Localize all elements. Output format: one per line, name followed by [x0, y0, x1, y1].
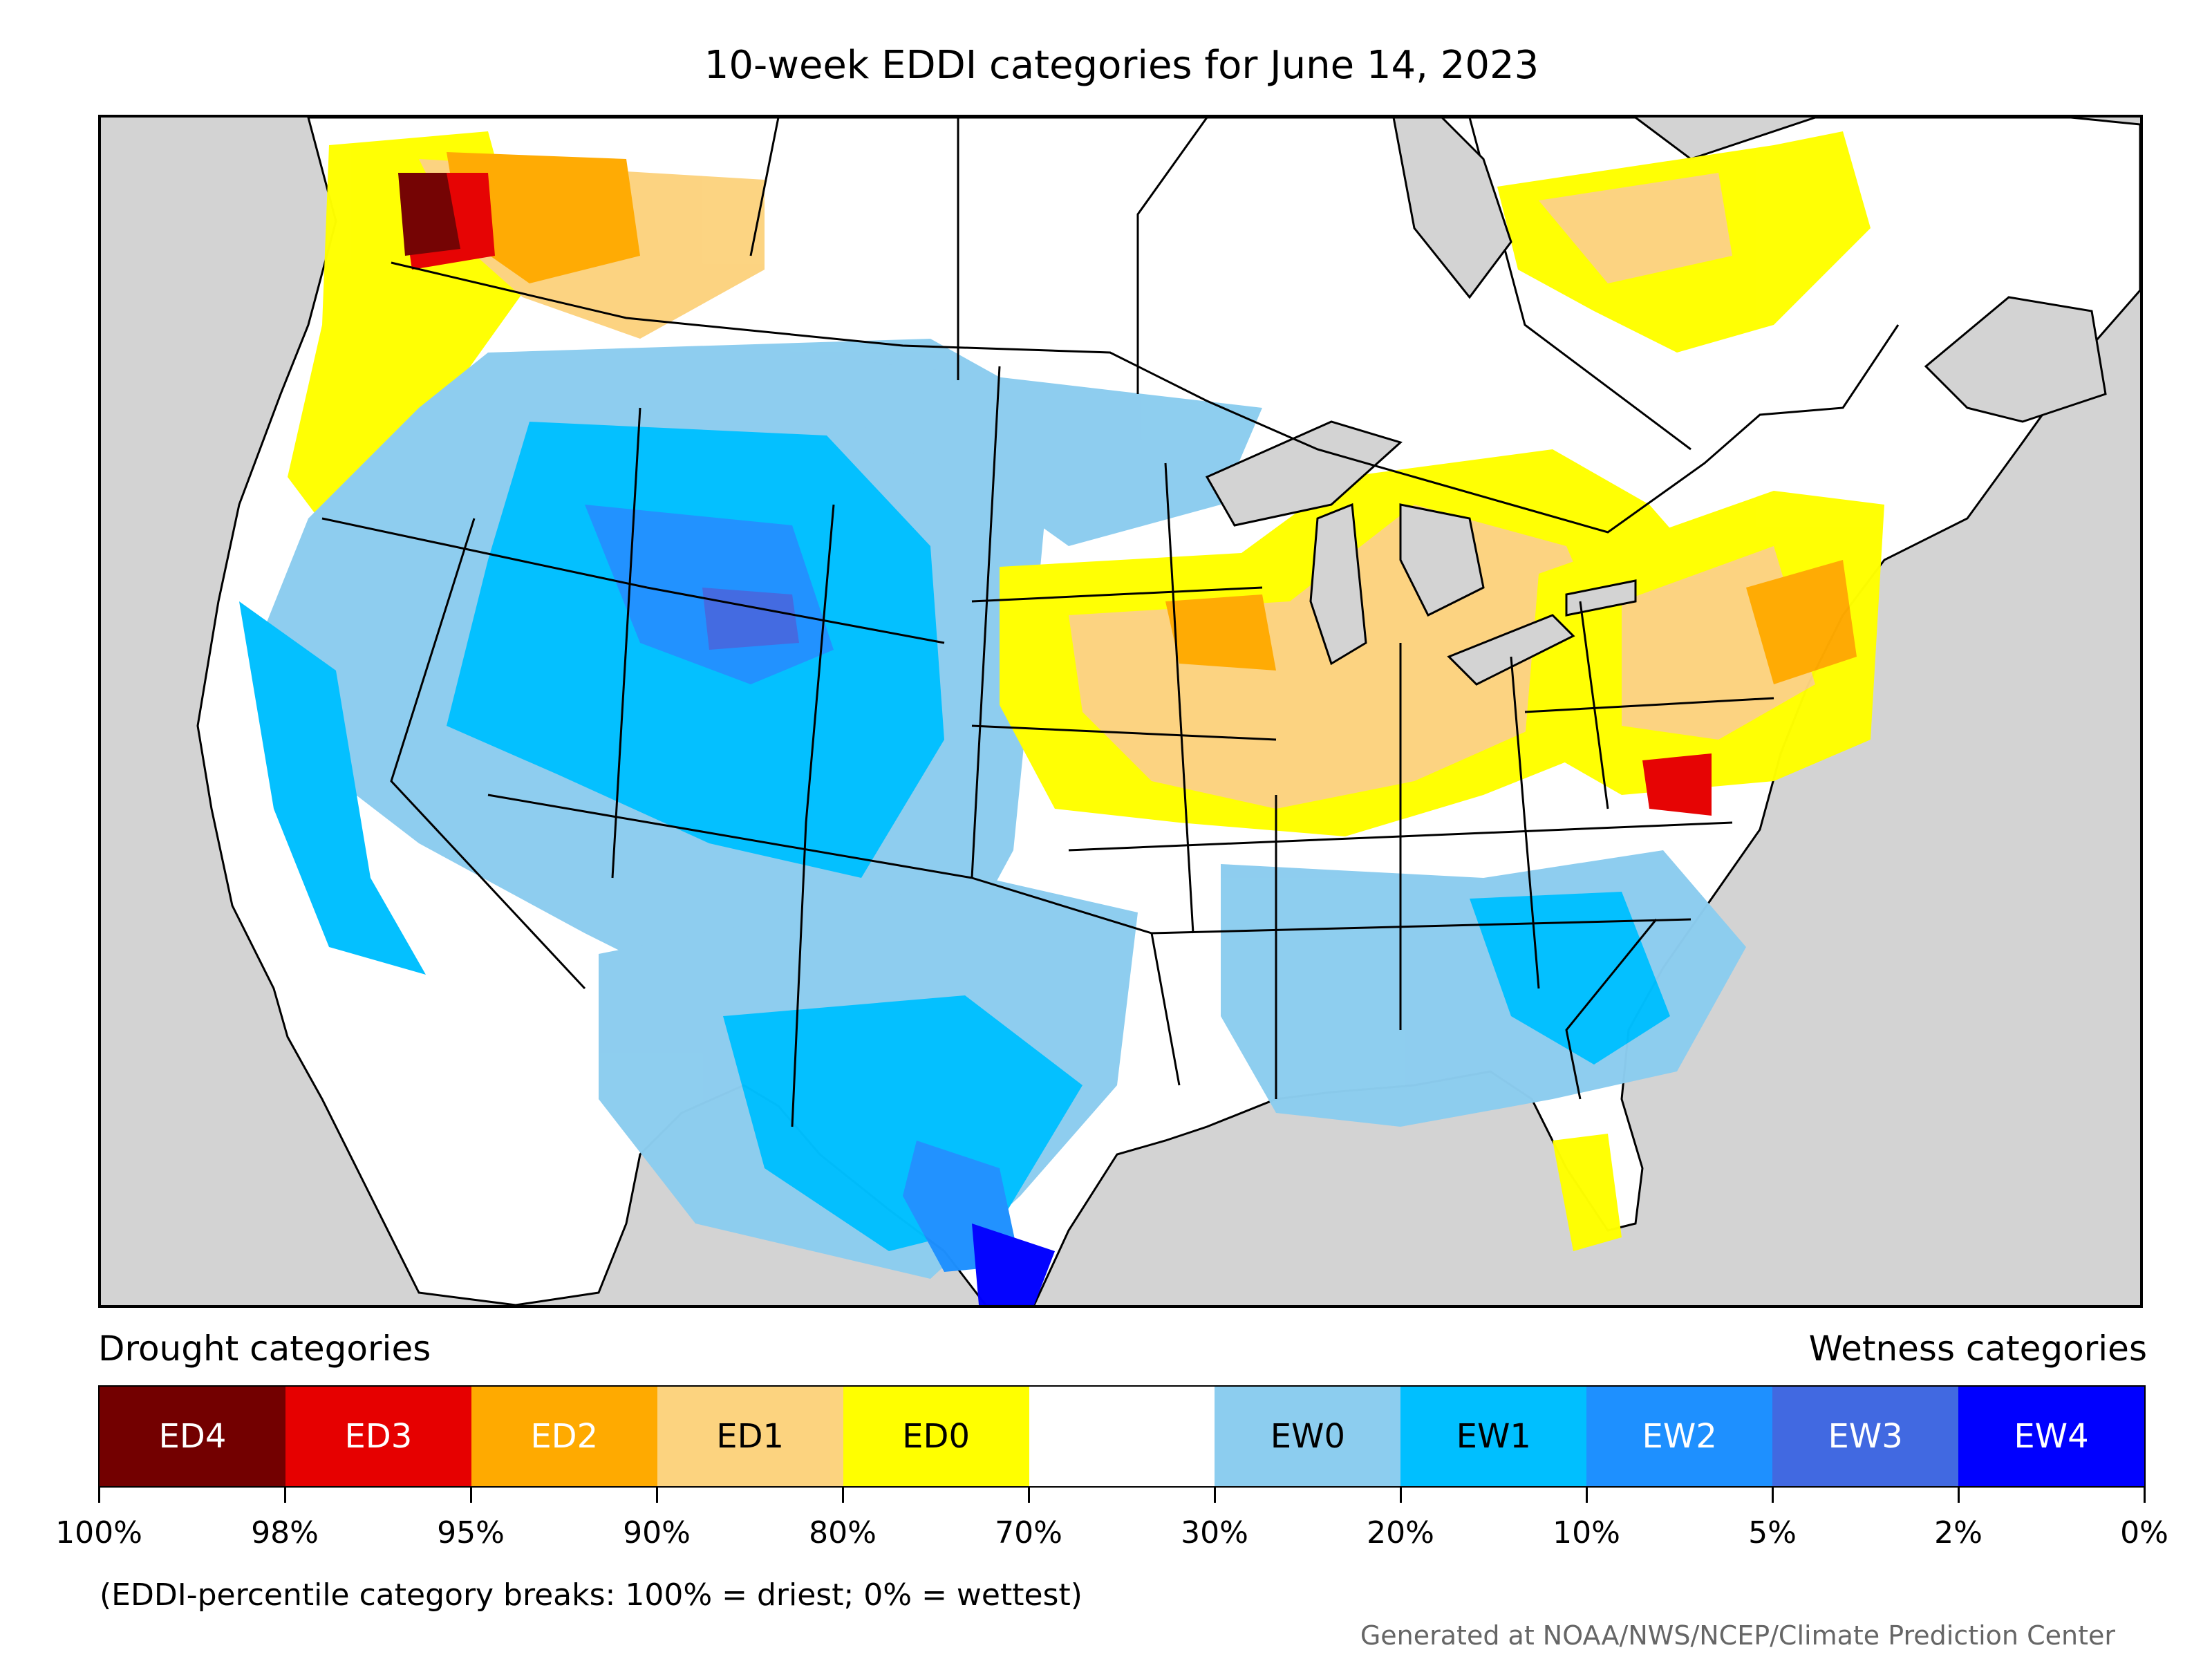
ed2-northeast [1746, 560, 1857, 684]
colorbar-tick [2144, 1486, 2146, 1503]
map-title: 10-week EDDI categories for June 14, 202… [704, 43, 1539, 88]
cat-ew4-label: EW4 [2014, 1417, 2089, 1456]
lake-huron [1399, 503, 1485, 617]
colorbar-tick [1028, 1486, 1030, 1503]
ew1-southeast [1470, 892, 1670, 1065]
cat-ed1-label: ED1 [716, 1417, 785, 1456]
tick-label: 2% [1934, 1515, 1983, 1550]
tick-label: 90% [623, 1515, 691, 1550]
cat-ew2-label: EW2 [1642, 1417, 1717, 1456]
hudson-bay-inlet [1392, 118, 1512, 299]
eddi-map [101, 118, 2140, 1305]
ed3-virginia [1642, 753, 1712, 816]
colorbar-tick [98, 1486, 100, 1503]
wetness-heading: Wetness categories [1808, 1329, 2147, 1369]
colorbar-tick [1586, 1486, 1588, 1503]
colorbar-ticks [98, 1486, 2146, 1507]
colorbar-tick [1400, 1486, 1402, 1503]
cat-normal [1029, 1387, 1215, 1486]
lake-michigan [1309, 503, 1367, 666]
cat-ed2: ED2 [471, 1387, 657, 1486]
tick-label: 98% [251, 1515, 319, 1550]
cat-ed3: ED3 [285, 1387, 471, 1486]
tick-label: 10% [1553, 1515, 1620, 1550]
cat-ew3-label: EW3 [1828, 1417, 1903, 1456]
cat-ew4: EW4 [1958, 1387, 2144, 1486]
map-frame [98, 115, 2143, 1308]
ew1-california [239, 601, 426, 975]
cat-ed4: ED4 [100, 1387, 285, 1486]
us-canada-border [391, 261, 1900, 534]
category-note: (EDDI-percentile category breaks: 100% =… [100, 1577, 1082, 1613]
great-lakes [1205, 420, 1637, 686]
ed0-florida [1553, 1134, 1622, 1251]
gulf-of-st-lawrence [1924, 296, 2107, 423]
tick-label: 0% [2120, 1515, 2168, 1550]
lake-ontario [1565, 579, 1637, 617]
lake-erie [1447, 614, 1575, 686]
cat-ed4-label: ED4 [158, 1417, 227, 1456]
ed4-pnw [398, 173, 460, 256]
cat-ew0-label: EW0 [1270, 1417, 1346, 1456]
ew4-texas [972, 1224, 1055, 1305]
colorbar-tick [284, 1486, 286, 1503]
ew3-wyoming [702, 588, 799, 650]
ed2-iowa [1165, 594, 1276, 671]
ed2-pnw [447, 152, 640, 283]
colorbar-tick [1958, 1486, 1960, 1503]
tick-label: 20% [1367, 1515, 1434, 1550]
cat-ew1-label: EW1 [1456, 1417, 1531, 1456]
tick-label: 80% [809, 1515, 877, 1550]
cat-ed3-label: ED3 [344, 1417, 413, 1456]
cat-ed2-label: ED2 [530, 1417, 599, 1456]
colorbar-tick [842, 1486, 844, 1503]
cat-ew2: EW2 [1586, 1387, 1773, 1486]
cat-ew0: EW0 [1215, 1387, 1401, 1486]
colorbar-tick [1772, 1486, 1774, 1503]
cat-ew3: EW3 [1772, 1387, 1959, 1486]
category-field [239, 131, 1884, 1305]
credit-line: Generated at NOAA/NWS/NCEP/Climate Predi… [1360, 1620, 2115, 1651]
tick-label: 100% [55, 1515, 142, 1550]
tick-label: 30% [1181, 1515, 1248, 1550]
ed1-quebec [1539, 173, 1732, 283]
colorbar-tick-labels: 100% 98% 95% 90% 80% 70% 30% 20% 10% 5% … [0, 1515, 2212, 1557]
colorbar-tick [470, 1486, 472, 1503]
cat-ew1: EW1 [1400, 1387, 1587, 1486]
cat-ed1: ED1 [657, 1387, 843, 1486]
drought-heading: Drought categories [98, 1329, 431, 1369]
lake-superior [1205, 420, 1403, 527]
tick-label: 95% [437, 1515, 505, 1550]
colorbar-tick [656, 1486, 658, 1503]
colorbar: ED4 ED3 ED2 ED1 ED0 EW0 EW1 EW2 EW3 EW4 [98, 1385, 2146, 1488]
cat-ed0-label: ED0 [902, 1417, 970, 1456]
tick-label: 5% [1748, 1515, 1797, 1550]
state-boundaries [321, 366, 1774, 1127]
ew0-plains [847, 359, 1262, 546]
cat-ed0: ED0 [843, 1387, 1029, 1486]
colorbar-tick [1214, 1486, 1216, 1503]
tick-label: 70% [995, 1515, 1062, 1550]
